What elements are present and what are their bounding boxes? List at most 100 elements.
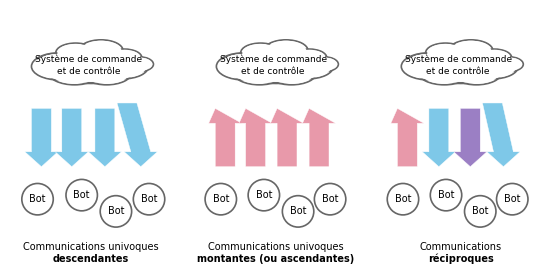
Polygon shape [302, 108, 336, 167]
Text: Bot: Bot [256, 190, 272, 200]
Circle shape [56, 43, 95, 63]
Circle shape [241, 43, 280, 63]
Circle shape [34, 54, 84, 79]
Ellipse shape [22, 183, 53, 215]
Circle shape [124, 57, 152, 71]
Circle shape [492, 57, 523, 72]
Circle shape [423, 47, 498, 83]
Ellipse shape [315, 183, 346, 215]
Ellipse shape [134, 183, 164, 215]
Circle shape [83, 61, 130, 84]
Text: Système de commande
et de contrôle: Système de commande et de contrôle [35, 54, 142, 76]
Circle shape [57, 44, 94, 62]
Text: Bot: Bot [141, 194, 157, 204]
Circle shape [241, 48, 311, 82]
Circle shape [309, 57, 337, 71]
Circle shape [409, 54, 441, 70]
Polygon shape [454, 108, 487, 167]
Circle shape [307, 57, 338, 72]
Circle shape [451, 60, 502, 85]
Circle shape [468, 54, 518, 79]
Text: Bot: Bot [290, 207, 306, 216]
Circle shape [266, 41, 306, 61]
Circle shape [79, 40, 123, 62]
Ellipse shape [205, 183, 236, 215]
Circle shape [242, 44, 279, 62]
Circle shape [264, 40, 308, 62]
Polygon shape [25, 108, 58, 167]
Circle shape [476, 49, 512, 66]
Text: Bot: Bot [73, 190, 90, 200]
Text: Bot: Bot [504, 194, 521, 204]
Circle shape [98, 54, 148, 79]
Circle shape [50, 60, 99, 84]
Ellipse shape [431, 179, 461, 211]
Circle shape [107, 49, 142, 66]
Text: Bot: Bot [472, 207, 489, 216]
Circle shape [81, 60, 132, 85]
Circle shape [401, 53, 457, 80]
Text: Bot: Bot [438, 190, 454, 200]
Circle shape [38, 54, 73, 71]
Circle shape [100, 55, 146, 78]
Circle shape [449, 40, 493, 62]
Circle shape [238, 47, 314, 83]
Polygon shape [270, 108, 304, 167]
Circle shape [216, 53, 272, 80]
Text: Bot: Bot [29, 194, 46, 204]
Circle shape [123, 57, 153, 72]
Circle shape [404, 54, 454, 79]
Text: Bot: Bot [213, 194, 229, 204]
Circle shape [54, 47, 129, 83]
Circle shape [426, 43, 465, 63]
Text: Bot: Bot [322, 194, 338, 204]
Text: Système de commande
et de contrôle: Système de commande et de contrôle [405, 54, 512, 76]
Ellipse shape [465, 196, 496, 227]
Circle shape [108, 50, 140, 66]
Circle shape [48, 59, 101, 85]
Circle shape [427, 44, 464, 62]
Circle shape [293, 50, 325, 66]
Ellipse shape [100, 196, 131, 227]
Circle shape [478, 50, 510, 66]
Text: Bot: Bot [108, 207, 124, 216]
Circle shape [291, 49, 327, 66]
Circle shape [283, 54, 333, 79]
Polygon shape [88, 108, 121, 167]
Circle shape [426, 48, 496, 82]
Polygon shape [117, 103, 157, 167]
Text: Communications: Communications [420, 242, 502, 251]
Circle shape [453, 61, 500, 84]
Circle shape [233, 59, 286, 85]
Circle shape [420, 60, 469, 84]
Circle shape [418, 59, 471, 85]
Circle shape [407, 54, 443, 71]
Ellipse shape [388, 183, 418, 215]
Text: montantes (ou ascendantes): montantes (ou ascendantes) [198, 254, 354, 264]
Circle shape [31, 53, 87, 80]
Circle shape [222, 54, 258, 71]
Circle shape [470, 55, 516, 78]
Circle shape [56, 48, 126, 82]
Circle shape [235, 60, 284, 84]
Circle shape [493, 57, 522, 71]
Ellipse shape [283, 196, 314, 227]
Text: Communications univoques: Communications univoques [23, 242, 159, 251]
Text: Système de commande
et de contrôle: Système de commande et de contrôle [220, 54, 327, 76]
Text: descendantes: descendantes [53, 254, 129, 264]
Polygon shape [482, 103, 520, 167]
Circle shape [219, 54, 269, 79]
Ellipse shape [497, 183, 528, 215]
Text: Communications univoques: Communications univoques [208, 242, 344, 251]
Ellipse shape [66, 179, 97, 211]
Circle shape [268, 61, 315, 84]
Text: Bot: Bot [395, 194, 411, 204]
Ellipse shape [248, 179, 279, 211]
Circle shape [39, 54, 71, 70]
Polygon shape [209, 108, 242, 167]
Circle shape [450, 41, 491, 61]
Polygon shape [239, 108, 272, 167]
Circle shape [81, 41, 121, 61]
Text: réciproques: réciproques [428, 254, 494, 264]
Polygon shape [55, 108, 88, 167]
